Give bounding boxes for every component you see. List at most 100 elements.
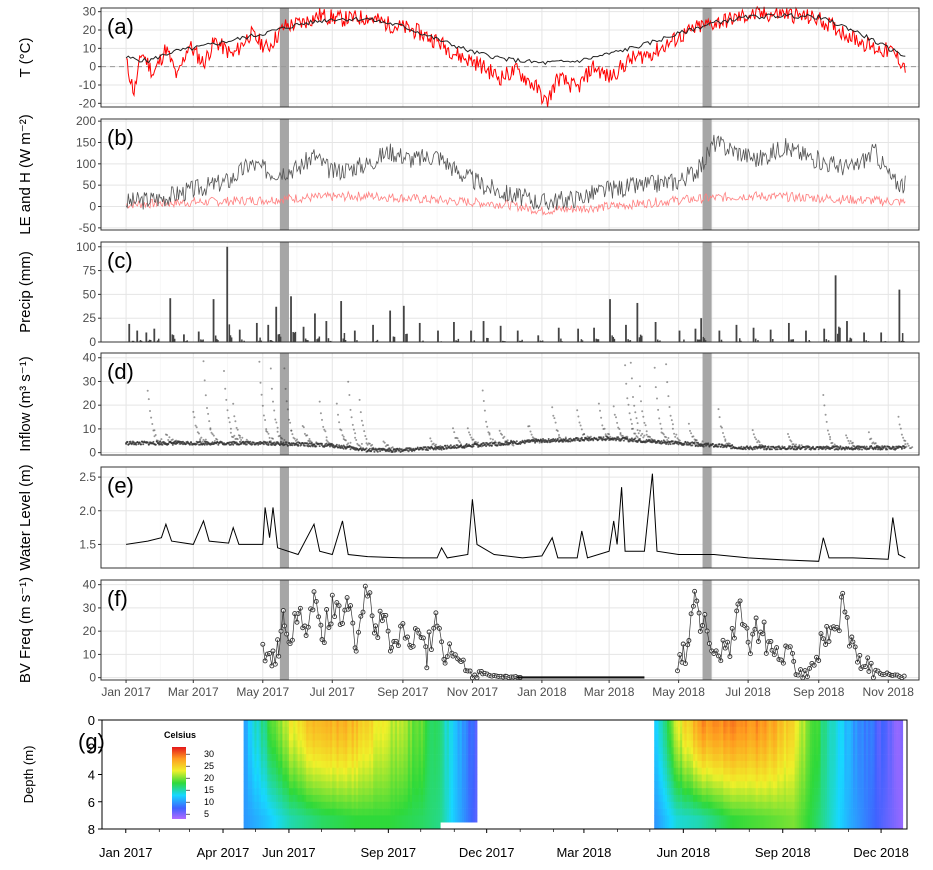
inflow-peak-point — [453, 431, 456, 434]
heatmap-cell — [349, 767, 352, 775]
heatmap-cell — [699, 754, 703, 762]
heatmap-cell — [349, 822, 352, 830]
inflow-peak-point — [608, 433, 611, 436]
inflow-point — [534, 441, 537, 444]
inflow-point — [870, 445, 873, 448]
x-tick-label: Mar 2018 — [584, 685, 635, 699]
heatmap-cell — [669, 733, 672, 741]
heatmap-cell — [355, 822, 359, 830]
heatmap-cell — [260, 788, 264, 796]
heatmap-cell — [442, 815, 445, 823]
heatmap-cell — [688, 774, 692, 782]
heatmap-cell — [375, 774, 378, 782]
heatmap-cell — [308, 754, 311, 762]
heatmap-cell — [347, 788, 350, 796]
heatmap-cell — [366, 747, 370, 755]
heatmap-cell — [360, 726, 363, 734]
heatmap-cell — [379, 794, 383, 802]
panel-label: (c) — [107, 248, 133, 273]
heatmap-cell — [312, 760, 316, 768]
heatmap-cell — [245, 794, 249, 802]
inflow-peak-point — [167, 439, 170, 441]
inflow-peak-point — [166, 434, 169, 436]
heatmap-cell — [675, 822, 679, 830]
heatmap-cell — [470, 794, 474, 802]
precip-bar — [304, 338, 307, 342]
inflow-peak-point — [501, 433, 503, 436]
heatmap-cell — [429, 815, 432, 823]
heatmap-cell — [738, 754, 741, 762]
heatmap-cell — [403, 774, 407, 782]
heatmap-cell — [466, 733, 469, 741]
heatmap-cell — [665, 754, 668, 762]
heatmap-cell — [455, 760, 458, 768]
heatmap-cell — [312, 754, 316, 762]
inflow-peak-point — [539, 440, 542, 443]
heatmap-cell — [464, 788, 467, 796]
inflow-peak-point — [603, 427, 606, 430]
inflow-point — [391, 450, 394, 453]
inflow-peak-point — [146, 389, 149, 392]
panel-e: 2.52.01.5(e)Water Level (m) — [17, 464, 920, 571]
inflow-peak-point — [458, 445, 461, 448]
heatmap-cell — [472, 808, 476, 816]
inflow-point — [583, 439, 586, 442]
inflow-point — [249, 440, 252, 443]
heatmap-cell — [267, 815, 270, 823]
heatmap-cell — [654, 774, 657, 782]
inflow-peak-point — [260, 393, 263, 396]
heatmap-cell — [295, 720, 298, 728]
heatmap-cell — [684, 808, 687, 816]
heatmap-cell — [671, 788, 674, 796]
precip-bar — [307, 340, 309, 342]
precip-bar — [792, 339, 795, 342]
inflow-peak-point — [236, 438, 239, 441]
heatmap-cell — [466, 747, 469, 755]
heatmap-cell — [338, 720, 342, 728]
heatmap-cell — [297, 740, 301, 748]
inflow-point — [297, 443, 300, 446]
heatmap-cell — [706, 726, 709, 734]
heatmap-cell — [291, 781, 294, 789]
heatmap-cell — [403, 726, 407, 734]
inflow-point — [444, 444, 447, 447]
heatmap-cell — [327, 781, 331, 789]
heatmap-cell — [243, 733, 247, 741]
inflow-point — [232, 443, 235, 446]
heatmap-cell — [345, 733, 348, 741]
heatmap-cell — [438, 774, 441, 782]
heatmap-cell — [675, 794, 679, 802]
precip-bar — [456, 340, 458, 342]
inflow-point — [335, 443, 338, 446]
inflow-peak-point — [638, 385, 641, 388]
heatmap-cell — [708, 760, 711, 768]
heatmap-cell — [425, 822, 428, 830]
heatmap-cell — [310, 733, 314, 741]
heatmap-cell — [332, 788, 335, 796]
heatmap-cell — [418, 781, 422, 789]
heatmap-cell — [319, 733, 322, 741]
heatmap-cell — [656, 733, 659, 741]
inflow-peak-point — [314, 444, 317, 447]
heatmap-cell — [327, 733, 331, 741]
heatmap-cell — [280, 760, 283, 768]
heatmap-cell — [254, 740, 257, 748]
heatmap-cell — [719, 733, 722, 741]
heatmap-cell — [312, 794, 316, 802]
precip-bar — [392, 336, 395, 342]
heatmap-cell — [381, 767, 385, 775]
heatmap-cell — [355, 794, 359, 802]
heatmap-cell — [729, 781, 733, 789]
heatmap-cell — [440, 788, 443, 796]
heatmap-cell — [332, 720, 335, 728]
heatmap-cell — [695, 815, 698, 823]
heatmap-cell — [431, 822, 435, 830]
heatmap-cell — [714, 726, 718, 734]
heatmap-cell — [405, 760, 409, 768]
heatmap-cell — [444, 788, 448, 796]
heatmap-cell — [245, 781, 249, 789]
inflow-peak-point — [665, 363, 668, 366]
heatmap-cell — [265, 740, 268, 748]
inflow-peak-point — [281, 437, 284, 440]
